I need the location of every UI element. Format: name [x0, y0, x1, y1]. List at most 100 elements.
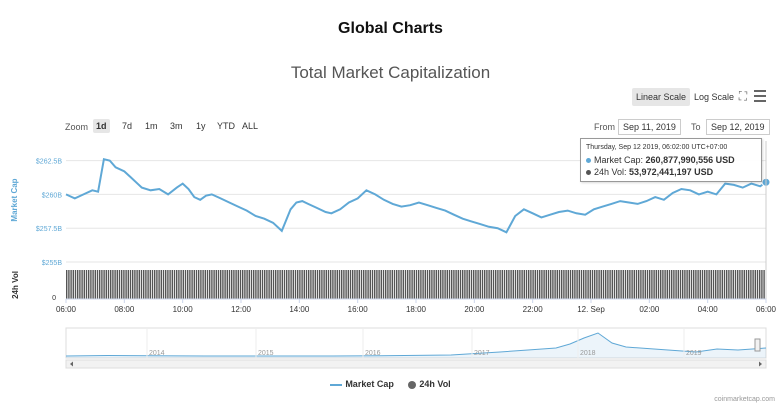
- volume-bar: [312, 270, 314, 299]
- volume-bar: [426, 270, 429, 299]
- volume-bar: [189, 270, 191, 299]
- volume-bar: [730, 270, 732, 299]
- volume-bar: [242, 270, 244, 299]
- volume-bar: [682, 270, 684, 299]
- zoom-7d-button[interactable]: 7d: [122, 121, 133, 131]
- volume-bar: [569, 270, 572, 299]
- volume-bar: [431, 270, 433, 299]
- volume-bar: [365, 270, 367, 299]
- zoom-ytd-button[interactable]: YTD: [217, 121, 235, 131]
- volume-bar: [90, 270, 92, 299]
- volume-bar: [275, 270, 277, 299]
- tooltip-market-cap-row: Market Cap: 260,877,990,556 USD: [586, 154, 756, 166]
- volume-bar: [123, 270, 125, 299]
- navigator-scrollbar[interactable]: [65, 359, 767, 369]
- navigator-year-label: 2016: [365, 350, 381, 357]
- volume-bar: [99, 270, 101, 299]
- volume-bar: [532, 270, 534, 299]
- volume-bar: [169, 270, 171, 299]
- volume-bar: [187, 270, 189, 299]
- hamburger-menu-icon[interactable]: [754, 90, 766, 102]
- volume-bar: [743, 270, 745, 299]
- volume-bar: [536, 270, 539, 299]
- volume-bar: [462, 270, 464, 299]
- from-date-input[interactable]: Sep 11, 2019: [618, 119, 681, 135]
- volume-bar: [503, 270, 506, 299]
- volume-bar: [349, 270, 352, 299]
- volume-bar: [140, 270, 143, 299]
- volume-bar: [525, 270, 528, 299]
- credits-link[interactable]: coinmarketcap.com: [714, 396, 775, 403]
- volume-bar: [554, 270, 556, 299]
- volume-bar: [583, 270, 585, 299]
- volume-bar: [547, 270, 550, 299]
- zoom-3m-button[interactable]: 3m: [170, 121, 183, 131]
- volume-bar: [409, 270, 411, 299]
- scroll-right-icon[interactable]: [759, 361, 762, 367]
- volume-bar: [268, 270, 270, 299]
- zoom-1m-button[interactable]: 1m: [145, 121, 158, 131]
- x-tick-label: 20:00: [464, 305, 485, 314]
- volume-bar: [486, 270, 488, 299]
- linear-scale-button[interactable]: Linear Scale: [632, 88, 691, 106]
- volume-bar: [479, 270, 481, 299]
- volume-bar: [466, 270, 468, 299]
- volume-bar: [396, 270, 398, 299]
- fullscreen-icon[interactable]: ⛶: [738, 89, 748, 103]
- volume-bar: [107, 270, 110, 299]
- volume-bar: [391, 270, 393, 299]
- volume-bar: [429, 270, 431, 299]
- volume-bar: [321, 270, 323, 299]
- line-legend-icon: [330, 383, 343, 386]
- navigator-year-label: 2017: [474, 350, 490, 357]
- y-tick-label: $262.5B: [36, 159, 62, 166]
- volume-bar: [420, 270, 422, 299]
- volume-bar: [565, 270, 567, 299]
- volume-bar: [114, 270, 116, 299]
- volume-bar: [253, 270, 255, 299]
- volume-bar: [759, 270, 761, 299]
- x-tick-label: 06:00: [56, 305, 77, 314]
- volume-bar: [424, 270, 426, 299]
- to-date-input[interactable]: Sep 12, 2019: [706, 119, 770, 135]
- to-label: To: [691, 122, 701, 132]
- legend-item-market-cap[interactable]: Market Cap: [330, 379, 394, 389]
- navigator-handle[interactable]: [754, 338, 761, 352]
- zoom-1y-button[interactable]: 1y: [196, 121, 206, 131]
- navigator-year-label: 2014: [149, 350, 165, 357]
- volume-bar: [737, 270, 739, 299]
- volume-bar: [635, 270, 638, 299]
- volume-bar: [68, 270, 70, 299]
- volume-bar: [222, 270, 224, 299]
- volume-bar: [739, 270, 741, 299]
- volume-bar: [121, 270, 123, 299]
- zoom-1d-button[interactable]: 1d: [93, 119, 110, 133]
- zoom-all-button[interactable]: ALL: [242, 121, 259, 131]
- scroll-left-icon[interactable]: [70, 361, 73, 367]
- volume-bar: [404, 270, 407, 299]
- from-label: From: [594, 122, 615, 132]
- volume-bar: [734, 270, 737, 299]
- volume-bar: [699, 270, 701, 299]
- volume-bar: [657, 270, 660, 299]
- x-tick-label: 02:00: [639, 305, 660, 314]
- log-scale-button[interactable]: Log Scale: [694, 92, 735, 102]
- volume-bar: [363, 270, 365, 299]
- volume-bar: [319, 270, 321, 299]
- volume-bar: [228, 270, 231, 299]
- volume-bar: [596, 270, 598, 299]
- market-cap-line: [65, 157, 767, 234]
- volume-bar: [338, 270, 341, 299]
- volume-bar: [695, 270, 697, 299]
- volume-bar: [136, 270, 138, 299]
- volume-bar: [552, 270, 554, 299]
- volume-bar: [283, 270, 286, 299]
- volume-bar: [585, 270, 587, 299]
- volume-bar: [112, 270, 114, 299]
- volume-bar: [88, 270, 90, 299]
- volume-bar: [484, 270, 486, 299]
- legend-item-volume[interactable]: 24h Vol: [408, 379, 451, 389]
- volume-bar: [492, 270, 495, 299]
